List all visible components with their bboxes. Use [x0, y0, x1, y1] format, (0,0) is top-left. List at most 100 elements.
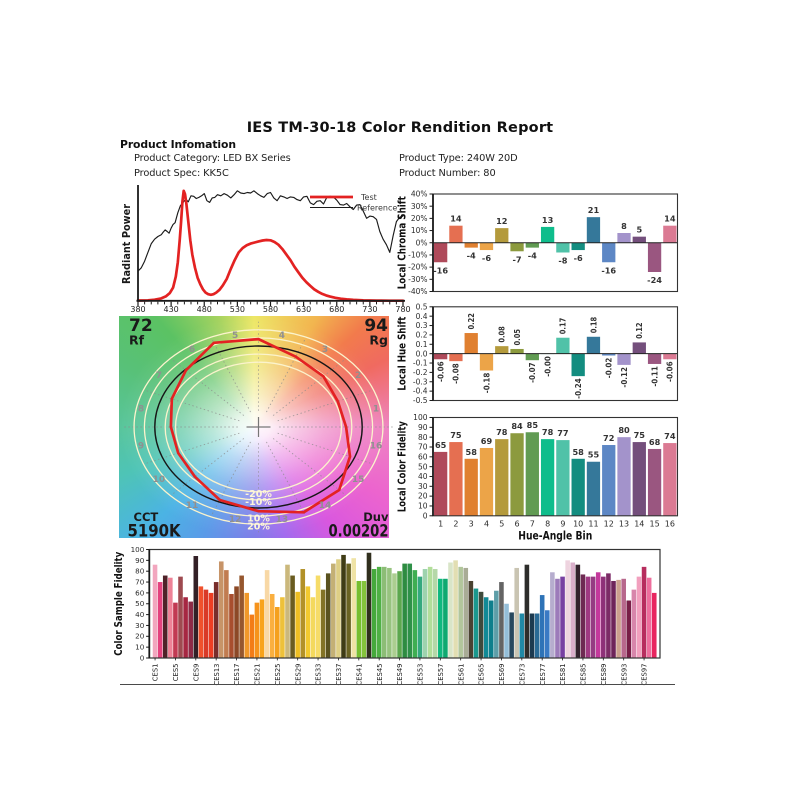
bar-ces95	[631, 589, 637, 658]
cvg-bin-number: 8	[138, 405, 144, 415]
legend-reference-label: Reference	[357, 204, 397, 213]
bar-ces46	[381, 566, 387, 658]
bar-bin11	[586, 336, 601, 354]
bar-ces47	[387, 567, 392, 658]
bar-ces92	[616, 579, 621, 658]
bar-ces78	[544, 610, 550, 658]
bar-value-label: -0.02	[605, 358, 614, 379]
y-tick-label: 70	[418, 443, 428, 452]
x-tick-label: CES97	[641, 664, 649, 686]
bar-ces99	[651, 592, 657, 658]
bar-ces73	[519, 613, 525, 658]
y-tick-label: 50	[135, 599, 145, 608]
bar-ces65	[478, 591, 484, 658]
cvg-bin-number: 5	[232, 331, 238, 341]
y-tick-label: 50	[418, 462, 428, 471]
y-tick-label: -40%	[408, 287, 427, 296]
bar-bin3	[464, 333, 478, 354]
bar-value-label: 0.17	[559, 318, 568, 335]
bar-ces4	[168, 577, 173, 658]
cvg-circle--20%	[174, 361, 343, 493]
x-tick-label: 15	[649, 519, 659, 528]
bar-value-label: -0.06	[436, 361, 445, 382]
bar-bin3	[464, 458, 478, 516]
bar-ces45	[376, 566, 382, 658]
bar-ces8	[188, 601, 193, 658]
y-tick-label: -0.5	[413, 396, 428, 405]
bar-ces84	[575, 564, 581, 658]
bar-value-label: -0.11	[650, 366, 659, 387]
bar-ces28	[290, 575, 295, 658]
bar-bin15	[647, 448, 662, 516]
y-tick-label: 20	[418, 492, 428, 501]
bar-ces2	[157, 582, 163, 658]
bar-ces32	[310, 597, 316, 658]
x-tick-label: CES13	[213, 664, 221, 686]
bar-bin12	[602, 445, 616, 516]
bar-ces56	[432, 569, 438, 658]
bar-ces67	[488, 600, 494, 658]
bar-bin2	[449, 225, 463, 243]
y-tick-label: 70	[135, 577, 145, 586]
bar-value-label: -7	[512, 254, 521, 264]
bar-ces86	[585, 576, 591, 659]
y-tick-label: 0	[423, 511, 428, 520]
y-tick-label: 30	[135, 621, 145, 630]
bar-ces60	[453, 560, 458, 658]
x-tick-label: CES41	[355, 664, 363, 686]
bar-ces74	[524, 564, 530, 658]
bar-bin16	[663, 443, 677, 516]
bar-ces13	[213, 582, 219, 658]
y-tick-label: 30	[418, 482, 428, 491]
product-spec: Product Spec: KK5C	[134, 167, 229, 179]
x-tick-label: 8	[545, 519, 550, 528]
bar-bin11	[586, 217, 601, 243]
bar-value-label: 77	[557, 428, 569, 438]
bar-ces29	[295, 591, 300, 658]
bar-ces94	[626, 600, 632, 658]
bar-bin16	[663, 225, 677, 243]
y-tick-label: 60	[418, 452, 428, 461]
bar-ces6	[178, 576, 183, 659]
bar-value-label: 14	[450, 214, 462, 224]
y-tick-label: 100	[131, 545, 145, 554]
bar-ces77	[539, 595, 545, 658]
x-tick-label: CES9	[192, 664, 200, 682]
bar-value-label: 0.08	[498, 326, 507, 343]
bar-value-label: -8	[558, 256, 567, 266]
bar-value-label: 14	[664, 214, 676, 224]
cvg-circle-label: -20%	[245, 489, 272, 500]
x-tick-label: 13	[619, 519, 629, 528]
bar-ces76	[534, 613, 540, 658]
bar-value-label: 58	[466, 447, 478, 457]
bar-ces18	[239, 575, 244, 658]
bar-value-label: 78	[496, 427, 508, 437]
bar-value-label: -0.12	[620, 367, 629, 388]
y-tick-label: 0.3	[416, 321, 428, 330]
y-tick-label: 10%	[411, 226, 428, 235]
bar-ces58	[443, 578, 448, 658]
cvg-bin-number: 4	[279, 331, 285, 341]
bar-bin13	[617, 233, 631, 243]
bar-ces7	[183, 597, 188, 658]
bar-ces37	[336, 559, 341, 658]
bar-value-label: 68	[649, 437, 661, 447]
bar-ces21	[254, 602, 260, 658]
bar-bin7	[525, 242, 539, 248]
bar-ces17	[234, 586, 239, 658]
bar-ces50	[402, 563, 407, 658]
x-tick-label: 11	[588, 519, 598, 528]
cvg-bin-number: 11	[186, 501, 199, 511]
x-tick-label: CES53	[417, 664, 425, 686]
x-tick-label: CES17	[233, 664, 241, 686]
x-tick-label: 16	[665, 519, 675, 528]
y-tick-label: 90	[135, 556, 145, 565]
x-tick-label: CES89	[600, 664, 608, 686]
x-tick-label: 6	[515, 519, 520, 528]
spd-tick-label: 430	[163, 305, 178, 314]
cvg-bin-number: 16	[370, 441, 383, 451]
bar-ces10	[198, 586, 204, 658]
bar-ces54	[422, 569, 428, 658]
